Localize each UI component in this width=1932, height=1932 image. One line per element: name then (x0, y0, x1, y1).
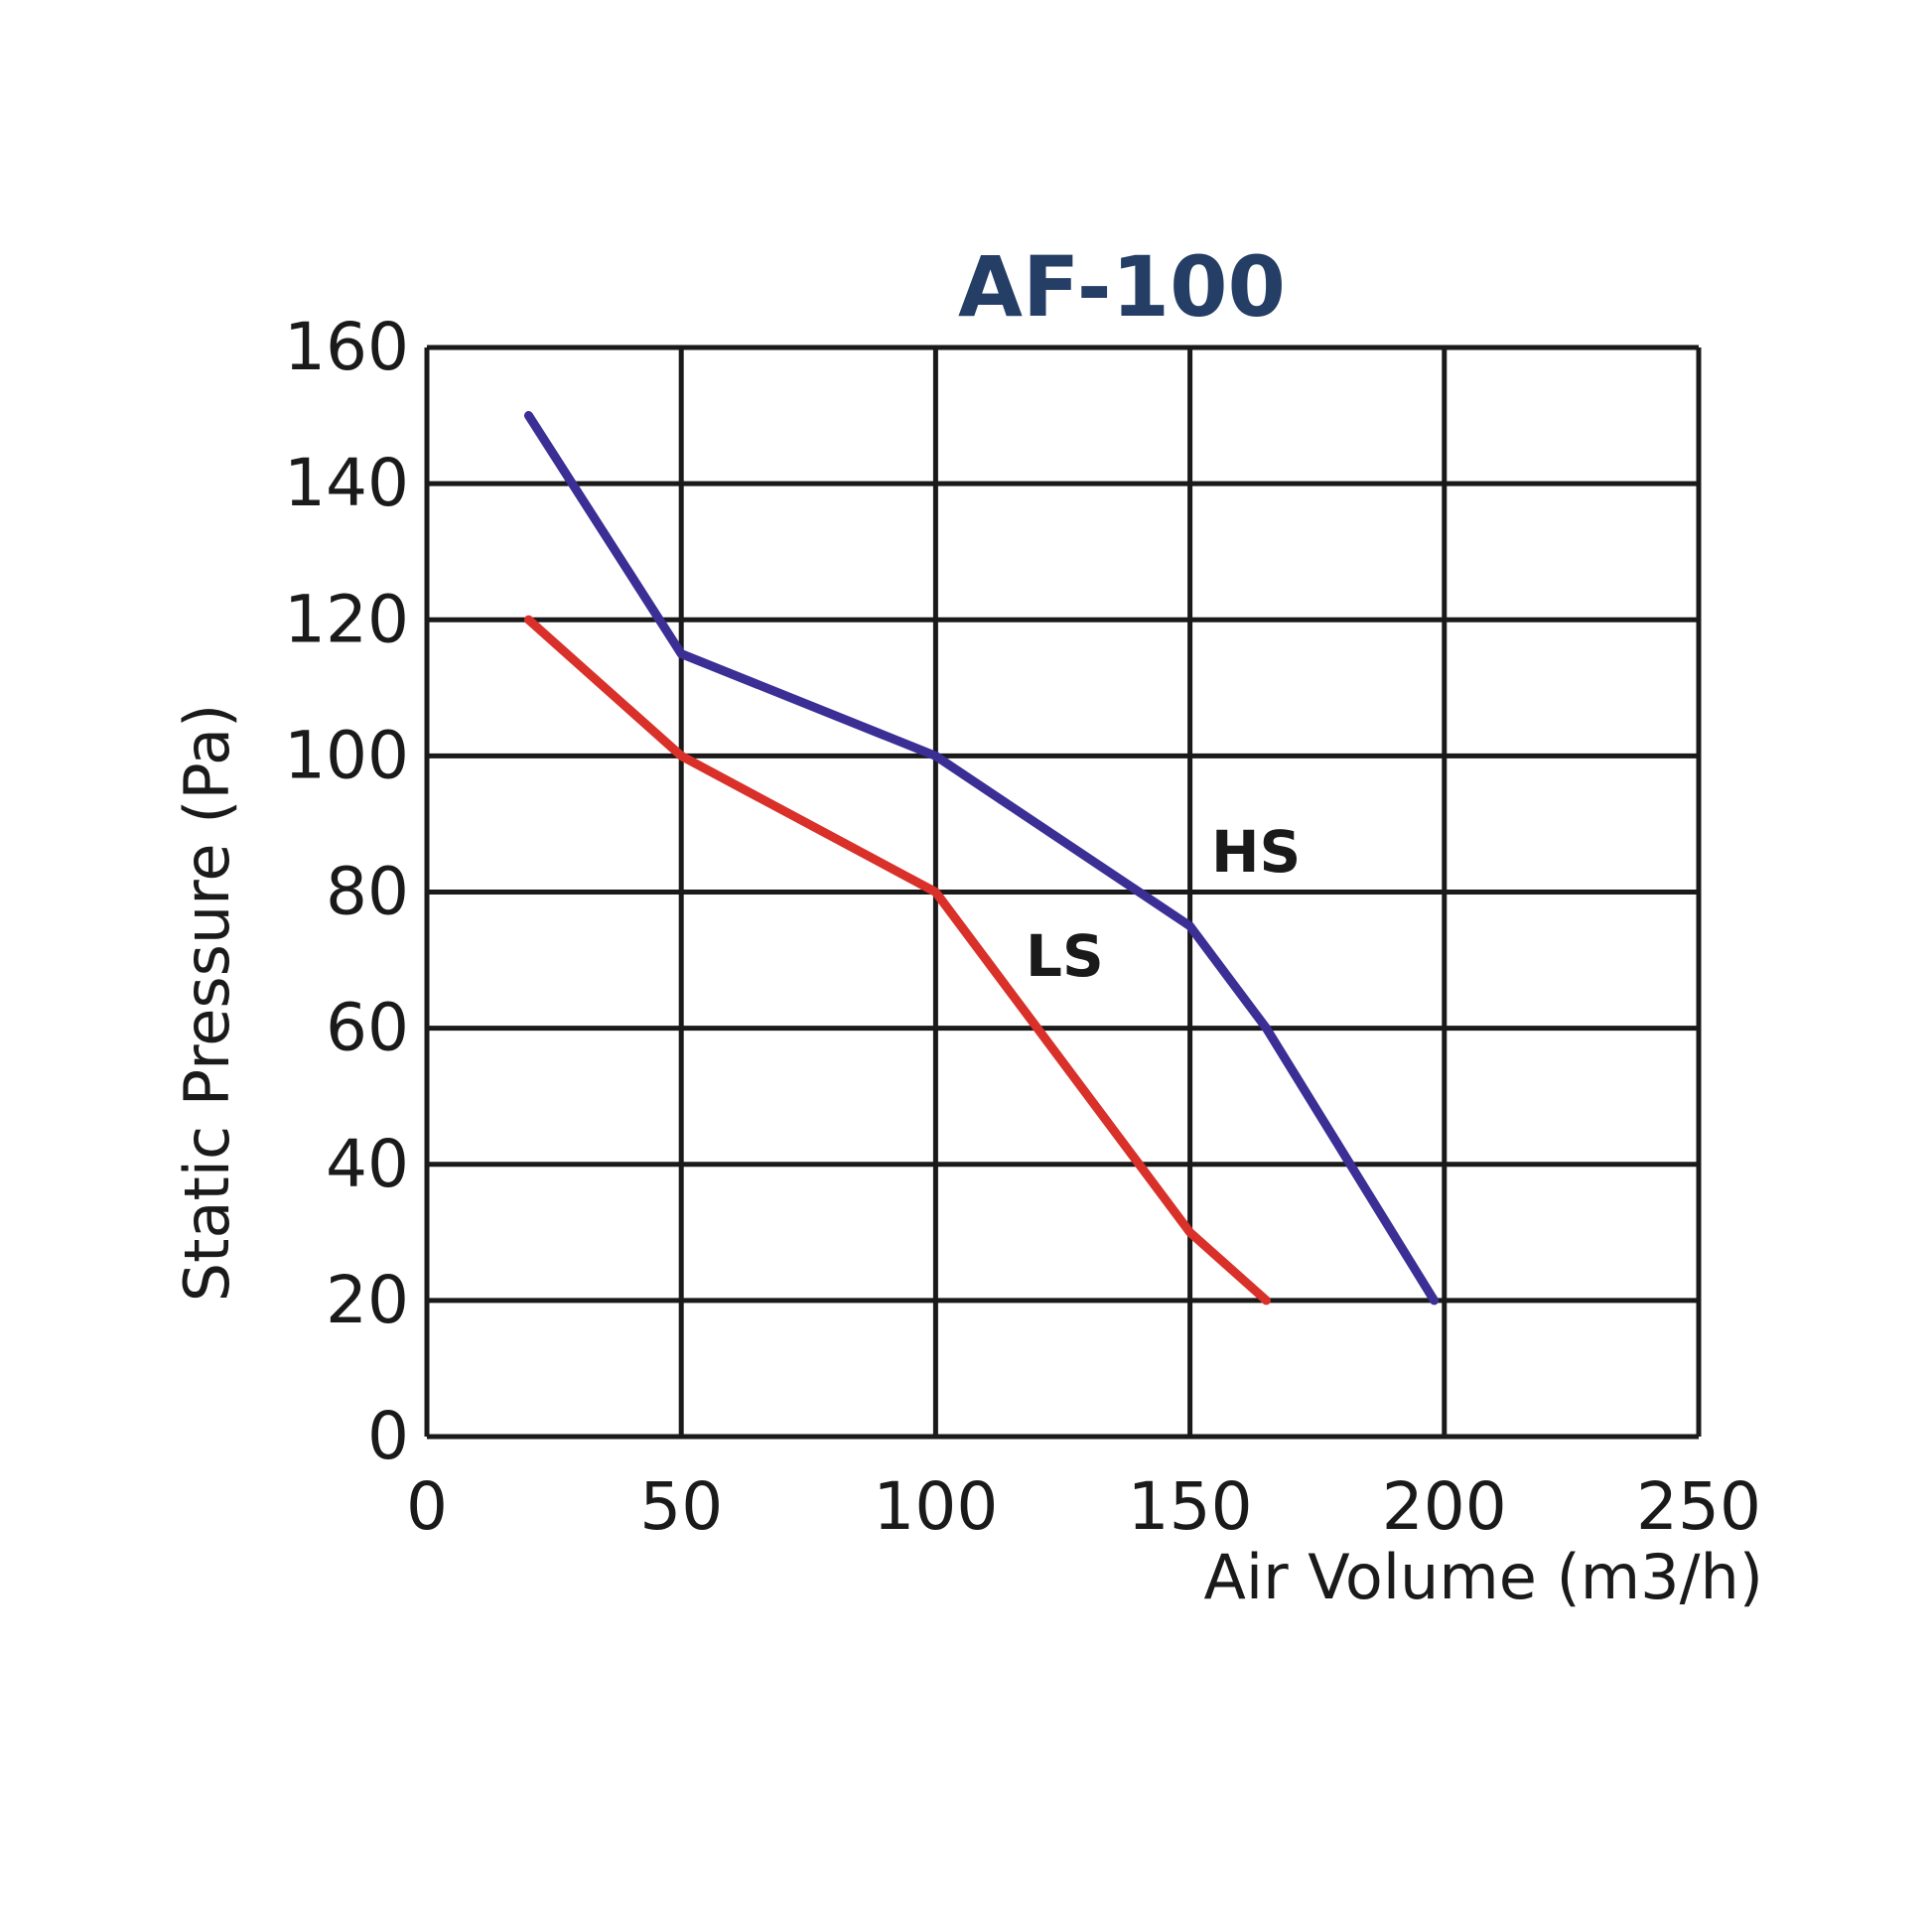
y-tick-label: 120 (284, 581, 409, 657)
y-axis-label: Static Pressure (Pa) (171, 704, 243, 1302)
chart-title: AF-100 (958, 238, 1286, 336)
y-tick-label: 40 (326, 1126, 409, 1202)
x-tick-label: 50 (639, 1468, 723, 1545)
y-tick-label: 80 (326, 854, 409, 930)
series-layer (523, 411, 1440, 1306)
x-tick-label: 0 (406, 1468, 448, 1545)
y-tick-label: 140 (284, 445, 409, 521)
y-tick-label: 160 (284, 309, 409, 385)
series-line-hs (523, 411, 1440, 1306)
series-line-ls (523, 615, 1271, 1306)
y-tick-label: 60 (326, 990, 409, 1066)
y-tick-label: 100 (284, 717, 409, 793)
grid (424, 345, 1702, 1440)
x-tick-label: 200 (1382, 1468, 1507, 1545)
series-label-hs: HS (1211, 818, 1301, 886)
y-tick-label: 0 (367, 1398, 409, 1474)
series-label-ls: LS (1026, 922, 1104, 990)
x-tick-label: 250 (1636, 1468, 1761, 1545)
y-tick-label: 20 (326, 1262, 409, 1338)
x-tick-label: 150 (1128, 1468, 1253, 1545)
tick-labels: 0 50 100 150 200 250 0 20 40 60 80 100 120 140 160 (284, 309, 1761, 1545)
x-axis-label: Air Volume (m3/h) (1203, 1541, 1763, 1613)
x-tick-label: 100 (873, 1468, 998, 1545)
